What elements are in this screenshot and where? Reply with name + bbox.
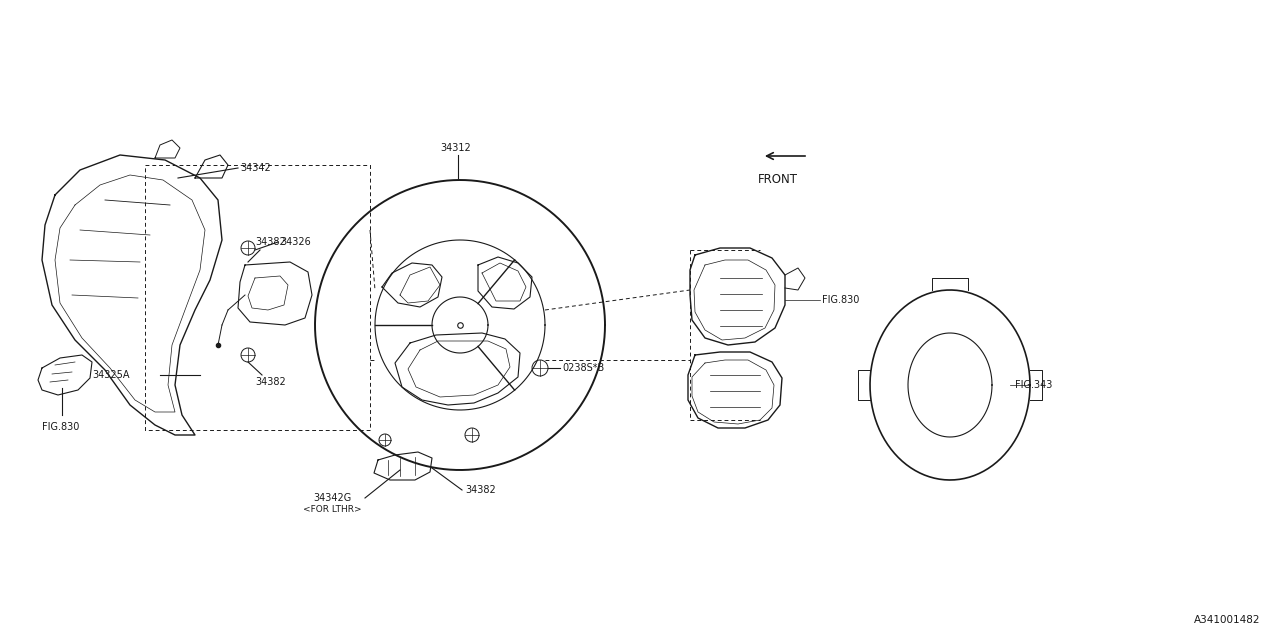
Text: 34382: 34382: [465, 485, 495, 495]
Text: FRONT: FRONT: [758, 173, 797, 186]
Text: 0238S*B: 0238S*B: [562, 363, 604, 373]
Text: 34382: 34382: [255, 237, 285, 247]
Text: 34382: 34382: [255, 377, 285, 387]
Text: 34326: 34326: [280, 237, 311, 247]
Text: 34325A: 34325A: [92, 370, 131, 380]
Text: FIG.830: FIG.830: [42, 422, 79, 432]
Text: 34312: 34312: [440, 143, 471, 153]
Text: FIG.343: FIG.343: [1015, 380, 1052, 390]
Text: FIG.830: FIG.830: [822, 295, 859, 305]
Text: A341001482: A341001482: [1193, 615, 1260, 625]
Text: 34342G: 34342G: [312, 493, 351, 503]
Text: 34342: 34342: [241, 163, 271, 173]
Text: <FOR LTHR>: <FOR LTHR>: [302, 506, 361, 515]
